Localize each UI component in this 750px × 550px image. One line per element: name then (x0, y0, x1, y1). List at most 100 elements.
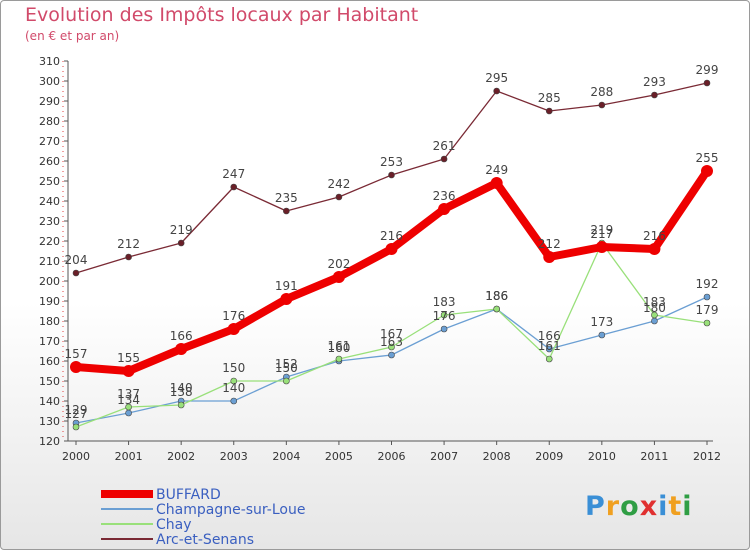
logo-letter: t (668, 491, 683, 522)
data-label: 134 (117, 393, 140, 407)
y-tick-label: 260 (39, 155, 60, 168)
data-label: 235 (275, 191, 298, 205)
y-tick-label: 170 (39, 335, 60, 348)
data-label: 236 (433, 189, 456, 203)
data-label: 288 (590, 85, 613, 99)
logo-letter: o (620, 491, 640, 522)
data-label: 192 (696, 277, 719, 291)
data-label: 253 (380, 155, 403, 169)
data-point (230, 397, 238, 405)
data-point (598, 331, 606, 339)
data-label: 183 (643, 295, 666, 309)
data-label: 180 (643, 301, 666, 315)
data-label: 137 (117, 387, 140, 401)
logo-letter: x (639, 491, 659, 522)
logo-letter: P (585, 491, 606, 522)
data-label: 261 (433, 139, 456, 153)
data-point (651, 317, 658, 325)
y-tick-label: 220 (39, 235, 60, 248)
logo-letter: i (658, 491, 669, 522)
data-point (125, 253, 132, 261)
x-tick-label: 2006 (378, 450, 406, 463)
y-tick-label: 250 (39, 175, 60, 188)
data-point (493, 305, 500, 313)
data-label: 255 (696, 151, 719, 165)
data-point (388, 171, 395, 179)
data-label: 166 (538, 329, 561, 343)
data-label: 249 (485, 163, 508, 177)
y-tick-label: 200 (39, 275, 60, 288)
y-tick-label: 120 (39, 435, 60, 448)
y-tick-label: 210 (39, 255, 60, 268)
x-tick-label: 2004 (272, 450, 300, 463)
data-point (70, 361, 82, 373)
data-point (545, 345, 553, 353)
data-point (122, 365, 135, 377)
y-tick-label: 290 (39, 95, 60, 108)
x-tick-label: 2005 (325, 450, 353, 463)
data-label: 150 (222, 361, 245, 375)
data-label: 127 (65, 407, 88, 421)
x-tick-label: 2000 (62, 450, 90, 463)
data-point (230, 377, 238, 385)
x-tick-label: 2002 (167, 450, 195, 463)
y-tick-label: 160 (39, 355, 60, 368)
data-point (648, 243, 661, 255)
x-tick-label: 2001 (115, 450, 143, 463)
data-point (703, 319, 711, 327)
data-point (175, 343, 188, 355)
data-label: 285 (538, 91, 561, 105)
data-point (177, 239, 185, 247)
x-tick-label: 2012 (693, 450, 721, 463)
data-point (388, 343, 395, 351)
x-tick-label: 2010 (588, 450, 616, 463)
y-tick-label: 240 (39, 195, 60, 208)
data-point (283, 377, 290, 385)
x-tick-label: 2007 (430, 450, 458, 463)
data-point (598, 101, 606, 109)
y-tick-label: 230 (39, 215, 60, 228)
data-point (72, 423, 80, 431)
legend-label: Chay (156, 517, 192, 533)
data-label: 160 (327, 341, 350, 355)
data-label: 161 (538, 339, 561, 353)
data-point (125, 403, 132, 411)
data-point (493, 87, 500, 95)
x-tick-label: 2009 (535, 450, 563, 463)
data-label: 247 (222, 167, 245, 181)
data-label: 216 (643, 229, 666, 243)
data-label: 212 (538, 237, 561, 251)
data-label: 138 (170, 385, 193, 399)
y-tick-label: 130 (39, 415, 60, 428)
data-point (490, 177, 503, 189)
data-label: 219 (590, 223, 613, 237)
data-label: 295 (485, 71, 508, 85)
legend-label: BUFFARD (156, 487, 221, 503)
data-point (440, 325, 448, 333)
data-label: 186 (485, 289, 508, 303)
data-point (388, 351, 395, 359)
data-point (440, 155, 448, 163)
data-point (545, 107, 553, 115)
data-label: 219 (170, 223, 193, 237)
data-point (227, 323, 240, 335)
data-label: 293 (643, 75, 666, 89)
data-label: 191 (275, 279, 298, 293)
data-point (651, 311, 658, 319)
data-label: 157 (65, 347, 88, 361)
data-label: 216 (380, 229, 403, 243)
data-label: 163 (380, 335, 403, 349)
data-label: 129 (65, 403, 88, 417)
logo-letter: i (682, 491, 693, 522)
data-label: 140 (170, 381, 193, 395)
data-point (438, 203, 451, 215)
data-label: 299 (696, 63, 719, 77)
data-label: 152 (275, 357, 298, 371)
x-tick-label: 2008 (483, 450, 511, 463)
data-point (335, 193, 343, 201)
data-label: 179 (696, 303, 719, 317)
data-label: 167 (380, 327, 403, 341)
y-tick-label: 190 (39, 295, 60, 308)
